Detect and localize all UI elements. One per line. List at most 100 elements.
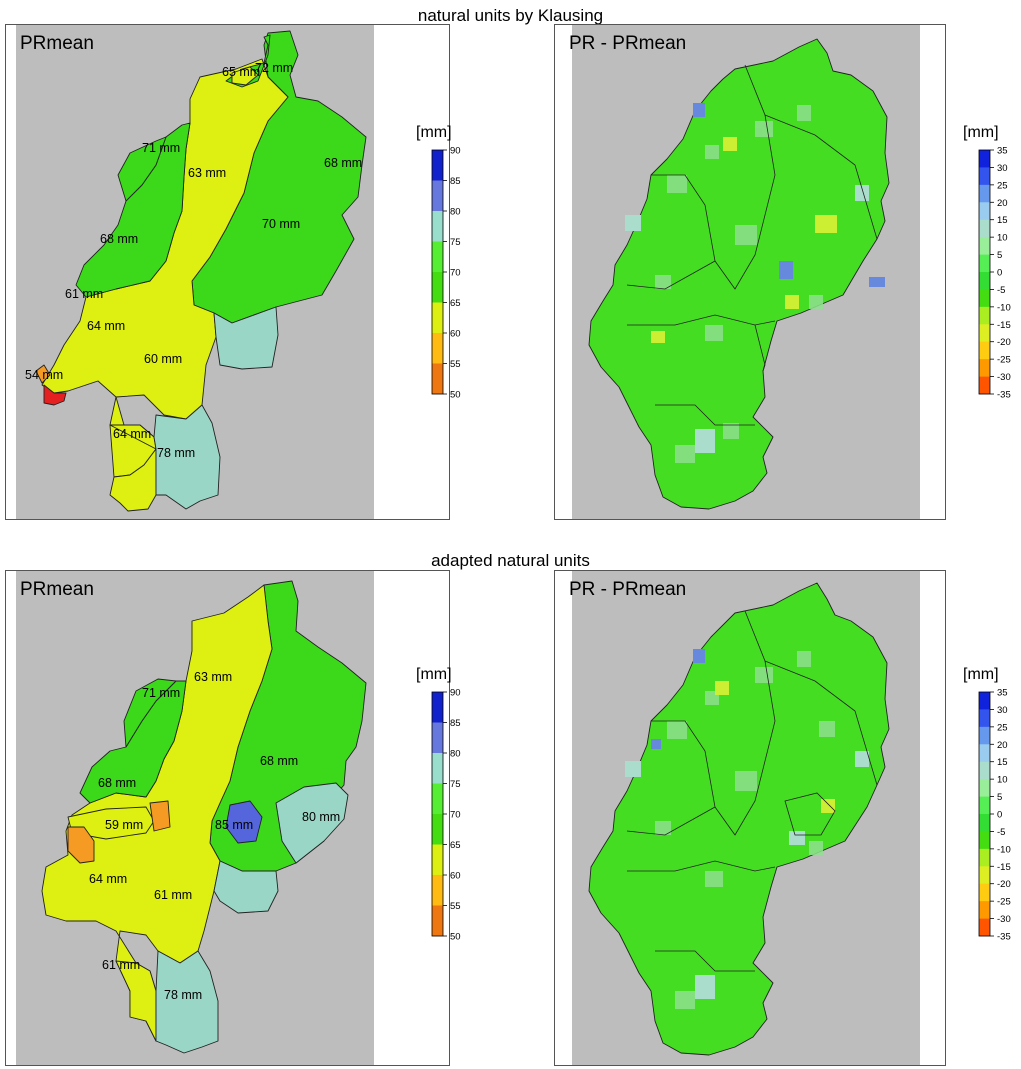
- legend-swatch: [432, 905, 443, 937]
- legend-swatch: [979, 237, 990, 255]
- legend-swatch: [979, 726, 990, 745]
- panel-title: PR - PRmean: [569, 579, 687, 600]
- region-label: 70 mm: [262, 217, 300, 231]
- region-teal-south-east: [213, 860, 279, 914]
- legend-tick-label: 65: [450, 840, 461, 851]
- legend-tick-label: -10: [997, 302, 1011, 313]
- legend-tick-label: 70: [450, 810, 461, 821]
- diff-map-subregion: [655, 950, 755, 972]
- legend-tick-label: 90: [450, 688, 461, 699]
- legend-tick-label: 70: [450, 268, 461, 279]
- legend-tick-label: 35: [997, 688, 1008, 699]
- legend-tick-label: 25: [997, 180, 1008, 191]
- map-panel-top-left: 65 mm 72 mm 71 mm 63 mm 68 mm 70 mm 68 m…: [5, 24, 450, 520]
- legend-swatch: [979, 692, 990, 710]
- legend-swatch: [432, 241, 443, 273]
- diff-map-subregion: [627, 314, 776, 326]
- legend-swatch: [979, 341, 990, 360]
- region-label: 65 mm: [222, 65, 260, 79]
- map-top-right: [555, 25, 945, 519]
- legend-tick-label: 35: [997, 146, 1008, 157]
- legend-swatch: [979, 219, 990, 238]
- legend-swatch: [979, 359, 990, 377]
- legend-colorbar: 35 30 25 20 15 10 5 0 -5 -10 -15 -20 -25 -30 -35: [978, 688, 1011, 943]
- panel-title: PR - PRmean: [569, 33, 687, 54]
- section-title-bottom: adapted natural units: [431, 551, 590, 570]
- legend-swatch: [432, 692, 443, 723]
- region-label: 54 mm: [25, 368, 63, 382]
- legend-swatch: [979, 761, 990, 780]
- legend-tick-label: -35: [997, 390, 1011, 401]
- legend-tick-label: 55: [450, 901, 461, 912]
- legend-swatch: [979, 918, 990, 937]
- legend-tick-label: 15: [997, 757, 1008, 768]
- legend-tick-label: 75: [450, 779, 461, 790]
- legend-swatch: [979, 883, 990, 902]
- legend-swatch: [979, 779, 990, 797]
- legend-unit: [mm]: [416, 124, 452, 141]
- legend-tick-label: -25: [997, 355, 1011, 366]
- legend-tick-label: 50: [450, 390, 461, 401]
- diff-map-subregion: [655, 404, 755, 426]
- legend-colorbar: 35 30 25 20 15 10 5 0 -5 -10 -15 -20 -25 -30 -35: [978, 146, 1011, 401]
- legend-tick-label: 30: [997, 163, 1008, 174]
- region-teal-south: [155, 950, 219, 1054]
- map-bottom-left: 71 mm 63 mm 68 mm 68 mm 59 mm 85 mm 80 m…: [6, 571, 449, 1065]
- region-blue-center: [225, 800, 263, 844]
- region-label: 61 mm: [65, 287, 103, 301]
- region-label: 68 mm: [260, 754, 298, 768]
- region-label: 64 mm: [89, 872, 127, 886]
- legend-tick-label: -15: [997, 320, 1011, 331]
- legend-mean-top: [mm] 90 85 80 75 70 65 60 55 50: [416, 124, 506, 424]
- legend-tick-label: 5: [997, 792, 1002, 803]
- legend-swatch: [979, 709, 990, 728]
- legend-swatch: [979, 744, 990, 763]
- legend-tick-label: 25: [997, 722, 1008, 733]
- legend-tick-label: 60: [450, 871, 461, 882]
- legend-swatch: [979, 202, 990, 221]
- region-orange-southwest: [67, 826, 95, 864]
- region-label: 61 mm: [154, 888, 192, 902]
- legend-diff-bottom: [mm] 35 30 25 20 15 10 5 0 -5 -10 -15 -20 -25 -30 -35: [963, 666, 1021, 966]
- legend-swatch: [979, 848, 990, 867]
- diff-map-subregion: [627, 860, 776, 872]
- legend-tick-label: 85: [450, 176, 461, 187]
- legend-tick-label: -20: [997, 879, 1011, 890]
- region-label: 80 mm: [302, 810, 340, 824]
- diff-map-subregion: [764, 660, 878, 786]
- legend-mean-bottom: [mm] 90 85 80 75 70 65 60 55 50: [416, 666, 506, 966]
- region-green-northwest-strip: [123, 678, 177, 748]
- legend-tick-label: 20: [997, 198, 1008, 209]
- legend-swatch: [979, 272, 990, 290]
- legend-tick-label: 15: [997, 215, 1008, 226]
- legend-tick-label: 5: [997, 250, 1002, 261]
- region-label: 59 mm: [105, 818, 143, 832]
- region-label: 78 mm: [164, 988, 202, 1002]
- region-label: 64 mm: [87, 319, 125, 333]
- legend-colorbar: 90 85 80 75 70 65 60 55 50: [431, 688, 461, 943]
- map-panel-bottom-left: 71 mm 63 mm 68 mm 68 mm 59 mm 85 mm 80 m…: [5, 570, 450, 1066]
- legend-swatch: [432, 722, 443, 754]
- legend-swatch: [979, 306, 990, 325]
- legend-tick-label: 65: [450, 298, 461, 309]
- map-bottom-right: [555, 571, 945, 1065]
- legend-swatch: [432, 333, 443, 364]
- legend-swatch: [432, 363, 443, 395]
- legend-tick-label: 60: [450, 329, 461, 340]
- legend-swatch: [979, 901, 990, 919]
- region-orange-west: [149, 800, 171, 832]
- legend-tick-label: -20: [997, 337, 1011, 348]
- region-yellow-north-pocket: [231, 66, 259, 86]
- legend-swatch: [979, 289, 990, 308]
- region-orange-west: [35, 364, 51, 384]
- legend-swatch: [979, 254, 990, 273]
- legend-tick-label: -10: [997, 844, 1011, 855]
- map-top-left: 65 mm 72 mm 71 mm 63 mm 68 mm 70 mm 68 m…: [6, 25, 449, 519]
- map-panel-top-right: PR - PRmean: [554, 24, 946, 520]
- region-label: 64 mm: [113, 427, 151, 441]
- region-teal-east: [275, 782, 349, 864]
- legend-tick-label: 10: [997, 775, 1008, 786]
- region-red-west: [43, 384, 67, 406]
- diff-map-subregion: [764, 114, 878, 240]
- legend-swatch: [979, 150, 990, 168]
